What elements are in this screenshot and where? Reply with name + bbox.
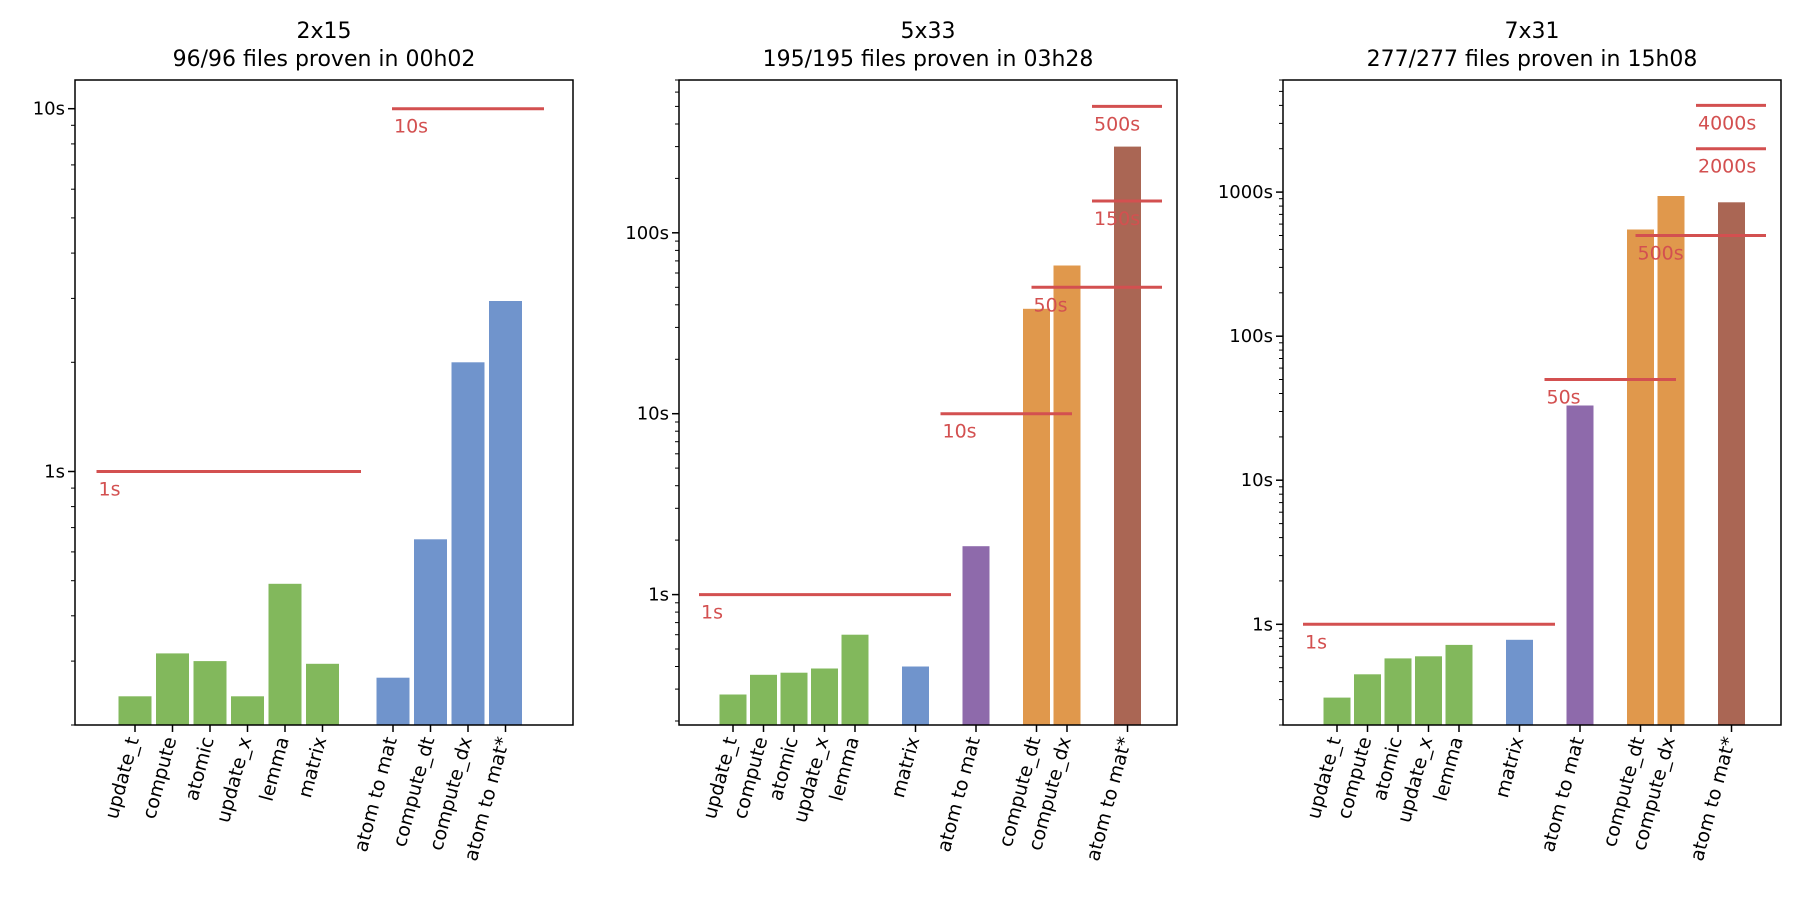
bar-atom-to-mat (962, 546, 990, 725)
bar-compute-dt (1023, 308, 1050, 725)
x-tick-label: compute (138, 735, 181, 822)
x-tick-label: atom to mat (933, 735, 985, 855)
bar-atom-to-mat- (1718, 202, 1745, 726)
bar-lemma (1445, 644, 1473, 725)
x-tick-label: atomic (181, 735, 219, 803)
x-tick-label: matrix (294, 735, 331, 801)
plot-frame (678, 79, 1178, 726)
bar-compute-dx (1053, 265, 1081, 725)
limit-label: 10s (943, 421, 977, 443)
chart-subtitle: 195/195 files proven in 03h28 (763, 47, 1094, 72)
bar-atomic (193, 661, 227, 725)
bar-update-t (1323, 697, 1351, 725)
x-tick-label: matrix (887, 735, 924, 801)
bar-update-x (1415, 656, 1442, 725)
bar-matrix (902, 666, 929, 725)
bar-update-t (719, 694, 747, 725)
chart-panel-1: 2x15 96/96 files proven in 00h02 1s 10s 1s 10… (33, 19, 574, 863)
bar-compute (750, 674, 777, 725)
chart-panel-3: 7x31 277/277 files proven in 15h08 1s 50s 50… (1218, 19, 1782, 864)
limit-label: 500s (1094, 113, 1140, 135)
limit-label: 10s (394, 116, 428, 138)
x-tick-label: matrix (1491, 735, 1528, 801)
bar-matrix (1506, 639, 1533, 725)
chart-panel-2: 5x33 195/195 files proven in 03h28 1s 10s 50… (625, 19, 1178, 864)
chart-subtitle: 96/96 files proven in 00h02 (173, 47, 476, 72)
bar-update-x (811, 668, 838, 725)
bar-update-x (231, 696, 264, 725)
bar-compute-dt (414, 539, 447, 725)
bar-lemma (841, 634, 869, 725)
x-tick-label: update_x (212, 735, 256, 825)
bar-atom-to-mat (376, 677, 410, 725)
chart-title: 7x31 (1504, 19, 1559, 44)
x-tick-label: update_t (101, 735, 144, 822)
limit-label: 4000s (1698, 112, 1756, 134)
limit-label: 1s (99, 479, 121, 501)
limit-label: 1s (701, 602, 723, 624)
limit-label: 50s (1034, 294, 1068, 316)
y-tick-label: 10s (33, 99, 65, 120)
chart-subtitle: 277/277 files proven in 15h08 (1367, 47, 1698, 72)
x-tick-label: lemma (256, 735, 294, 804)
bar-atomic (780, 672, 808, 725)
y-tick-label: 100s (625, 223, 669, 244)
y-tick-label: 10s (637, 404, 669, 425)
bar-atomic (1384, 658, 1412, 725)
bar-compute (156, 653, 189, 725)
limit-label: 1s (1305, 631, 1327, 653)
bar-lemma (268, 583, 302, 725)
plot-frame (1282, 79, 1782, 726)
chart-title: 2x15 (296, 19, 351, 44)
bar-update-t (118, 696, 152, 725)
x-tick-label: atom to mat* (1082, 735, 1136, 864)
x-tick-label: atom to mat (1537, 735, 1589, 855)
limit-label: 50s (1547, 387, 1581, 409)
limit-label: 150s (1094, 208, 1140, 230)
bar-atom-to-mat (1566, 405, 1594, 725)
y-tick-label: 100s (1229, 326, 1273, 347)
plot-frame (74, 79, 574, 726)
y-tick-label: 1s (44, 462, 65, 483)
x-tick-label: atom to mat* (1686, 735, 1740, 864)
bar-atom-to-mat- (489, 301, 522, 725)
chart-title: 5x33 (900, 19, 955, 44)
y-tick-label: 1000s (1218, 182, 1273, 203)
bar-atom-to-mat- (1114, 146, 1141, 726)
bar-compute-dt (1627, 229, 1654, 725)
y-tick-label: 10s (1241, 470, 1273, 491)
bar-compute-dx (451, 362, 485, 725)
y-tick-label: 1s (648, 585, 669, 606)
y-tick-label: 1s (1252, 614, 1273, 635)
limit-label: 500s (1638, 243, 1684, 265)
bar-compute (1354, 674, 1381, 725)
limit-label: 2000s (1698, 156, 1756, 178)
bar-compute-dx (1657, 196, 1685, 725)
bar-matrix (306, 663, 339, 725)
